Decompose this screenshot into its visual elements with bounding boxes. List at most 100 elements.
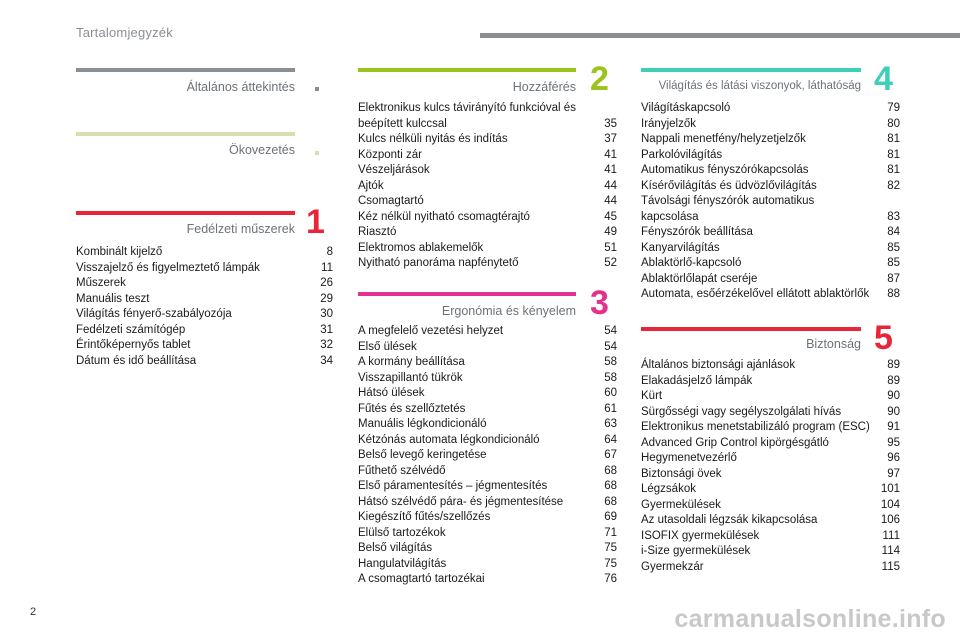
toc-entry[interactable]: Nappali menetfény/helyzetjelzők 81 <box>641 132 900 148</box>
toc-entry-title: Fűtés és szellőztetés <box>358 402 466 415</box>
toc-entry-title: Légzsákok <box>641 483 696 495</box>
section-bar-1 <box>76 211 295 215</box>
toc-entry[interactable]: Távolsági fényszórók automatikus kapcsol… <box>641 194 900 225</box>
toc-entry[interactable]: Fűthető szélvédő 68 <box>358 464 617 480</box>
section-title-3[interactable]: Ergonómia és kényelem <box>441 304 576 318</box>
toc-entry-title: Nyitható panoráma napfénytető <box>358 257 519 269</box>
toc-entry[interactable]: Általános biztonsági ajánlások 89 <box>641 358 900 374</box>
toc-entry[interactable]: A csomagtartó tartozékai 76 <box>358 572 617 588</box>
toc-entry[interactable]: Hátsó szélvédő pára- és jégmentesítése 68 <box>358 495 617 511</box>
toc-entry[interactable]: Hátsó ülések 60 <box>358 386 617 402</box>
toc-entry[interactable]: Kétzónás automata légkondicionáló 64 <box>358 433 617 449</box>
toc-entry-title: Érintőképernyős tablet <box>76 339 191 351</box>
toc-entry[interactable]: Csomagtartó 44 <box>358 194 617 210</box>
toc-entry[interactable]: Világításkapcsoló 79 <box>641 101 900 117</box>
toc-entry[interactable]: Fényszórók beállítása 84 <box>641 225 900 241</box>
section-bar-4 <box>641 68 861 72</box>
toc-entry-title: Nappali menetfény/helyzetjelzők <box>641 133 806 145</box>
toc-entry[interactable]: Nyitható panoráma napfénytető 52 <box>358 256 617 272</box>
toc-entry[interactable]: Érintőképernyős tablet 32 <box>76 338 333 354</box>
toc-entry-title: Kéz nélkül nyitható csomagtérajtó <box>358 210 530 223</box>
toc-entry[interactable]: Elektronikus menetstabilizáló program (E… <box>641 420 900 436</box>
section-title-1[interactable]: Fedélzeti műszerek <box>186 222 295 236</box>
toc-entry-title: Kombinált kijelző <box>76 246 163 258</box>
toc-entry-page: 29 <box>320 292 333 305</box>
toc-entry[interactable]: Első ülések 54 <box>358 340 617 356</box>
toc-entry[interactable]: Riasztó 49 <box>358 225 617 241</box>
toc-entry[interactable]: Világítás fényerő-szabályozója 30 <box>76 307 333 323</box>
toc-entry[interactable]: Műszerek 26 <box>76 276 333 292</box>
toc-entry[interactable]: Gyermekzár 115 <box>641 560 900 576</box>
toc-entry[interactable]: Parkolóvilágítás 81 <box>641 148 900 164</box>
toc-entry-title: Parkolóvilágítás <box>641 148 723 161</box>
toc-entry[interactable]: Hegymenetvezérlő 96 <box>641 451 900 467</box>
toc-entry-title: Kanyarvilágítás <box>641 241 720 254</box>
toc-entry[interactable]: i-Size gyermekülések 114 <box>641 544 900 560</box>
toc-entry[interactable]: Gyermekülések 104 <box>641 498 900 514</box>
section-title-2[interactable]: Hozzáférés <box>512 80 576 94</box>
section-bullet-general <box>315 87 319 91</box>
toc-entry-page: 44 <box>604 179 617 192</box>
toc-entry[interactable]: Automata, esőérzékelővel ellátott ablakt… <box>641 287 900 303</box>
toc-entry[interactable]: Vészeljárások 41 <box>358 163 617 179</box>
toc-entry[interactable]: Elektronikus kulcs távirányító funkcióva… <box>358 101 617 132</box>
toc-entry[interactable]: Visszapillantó tükrök 58 <box>358 371 617 387</box>
section-title-eco[interactable]: Ökovezetés <box>228 143 295 157</box>
toc-entry-page: 67 <box>604 449 617 461</box>
toc-entry[interactable]: Belső levegő keringetése 67 <box>358 448 617 464</box>
toc-entry[interactable]: Kiegészítő fűtés/szellőzés 69 <box>358 510 617 526</box>
toc-entry[interactable]: Advanced Grip Control kipörgésgátló 95 <box>641 436 900 452</box>
toc-entry[interactable]: Elakadásjelző lámpák 89 <box>641 374 900 390</box>
toc-entry[interactable]: Elülső tartozékok 71 <box>358 526 617 542</box>
toc-entry-title: Hangulatvilágítás <box>358 557 447 570</box>
toc-entry[interactable]: Ablaktörlő-kapcsoló 85 <box>641 256 900 272</box>
toc-entry[interactable]: Kísérővilágítás és üdvözlővilágítás 82 <box>641 179 900 195</box>
toc-entry[interactable]: Kéz nélkül nyitható csomagtérajtó 45 <box>358 210 617 226</box>
toc-entry-title: Ablaktörlő-kapcsoló <box>641 257 742 269</box>
toc-entry[interactable]: Automatikus fényszórókapcsolás 81 <box>641 163 900 179</box>
toc-entry-page: 71 <box>604 526 617 539</box>
section-number-4: 4 <box>874 60 893 98</box>
toc-entry-title: Elektronikus kulcs távirányító funkcióva… <box>358 102 576 130</box>
toc-entry-title: Kürt <box>641 390 663 402</box>
section-title-general[interactable]: Általános áttekintés <box>186 80 295 94</box>
toc-entry[interactable]: Ablaktörlőlapát cseréje 87 <box>641 272 900 288</box>
toc-entry[interactable]: Biztonsági övek 97 <box>641 467 900 483</box>
toc-entry[interactable]: Ajtók 44 <box>358 179 617 195</box>
toc-entry-page: 114 <box>881 545 900 557</box>
toc-entry[interactable]: Manuális teszt 29 <box>76 292 333 308</box>
toc-entry[interactable]: Központi zár 41 <box>358 148 617 164</box>
toc-entry[interactable]: Elektromos ablakemelők 51 <box>358 241 617 257</box>
toc-entry[interactable]: ISOFIX gyermekülések 111 <box>641 529 900 545</box>
section-number-3: 3 <box>590 284 609 322</box>
toc-entry[interactable]: Első páramentesítés – jégmentesítés 68 <box>358 479 617 495</box>
toc-entry[interactable]: Sürgősségi vagy segélyszolgálati hívás 90 <box>641 405 900 421</box>
toc-entry-title: Belső világítás <box>358 542 433 554</box>
page-title: Tartalomjegyzék <box>76 25 173 40</box>
toc-entry-page: 81 <box>887 133 900 145</box>
toc-entry[interactable]: Belső világítás 75 <box>358 541 617 557</box>
toc-entry[interactable]: Fedélzeti számítógép 31 <box>76 323 333 339</box>
toc-entry[interactable]: Manuális légkondicionáló 63 <box>358 417 617 433</box>
toc-entry-title: Visszajelző és figyelmeztető lámpák <box>76 261 260 274</box>
toc-entry[interactable]: Visszajelző és figyelmeztető lámpák 11 <box>76 261 333 277</box>
toc-entry[interactable]: Kombinált kijelző 8 <box>76 245 333 261</box>
toc-entry[interactable]: Légzsákok 101 <box>641 482 900 498</box>
toc-entry[interactable]: Az utasoldali légzsák kikapcsolása 106 <box>641 513 900 529</box>
toc-entry-title: Elektronikus menetstabilizáló program (E… <box>641 421 870 433</box>
toc-entry[interactable]: A megfelelő vezetési helyzet 54 <box>358 324 617 340</box>
section-title-5[interactable]: Biztonság <box>806 337 861 351</box>
toc-entry[interactable]: A kormány beállítása 58 <box>358 355 617 371</box>
toc-entry[interactable]: Dátum és idő beállítása 34 <box>76 354 333 370</box>
toc-entry[interactable]: Kürt 90 <box>641 389 900 405</box>
toc-entry[interactable]: Irányjelzők 80 <box>641 117 900 133</box>
toc-entry[interactable]: Hangulatvilágítás 75 <box>358 557 617 573</box>
toc-entry[interactable]: Fűtés és szellőztetés 61 <box>358 402 617 418</box>
toc-entry-page: 81 <box>887 148 900 161</box>
section-title-4[interactable]: Világítás és látási viszonyok, láthatósá… <box>658 80 861 92</box>
toc-entry-page: 76 <box>604 573 617 585</box>
toc-entry-page: 104 <box>880 498 900 511</box>
toc-entry-page: 58 <box>604 371 617 384</box>
toc-entry[interactable]: Kulcs nélküli nyitás és indítás 37 <box>358 132 617 148</box>
toc-entry[interactable]: Kanyarvilágítás 85 <box>641 241 900 257</box>
